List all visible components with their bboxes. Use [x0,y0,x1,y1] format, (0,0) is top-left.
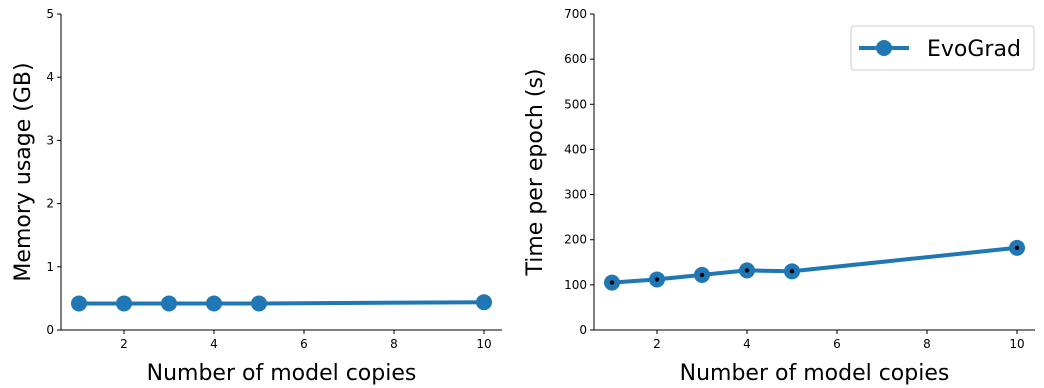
x-tick-label: 2 [653,337,661,351]
x-tick-label: 10 [1009,337,1024,351]
x-tick-label: 4 [743,337,751,351]
error-marker [744,268,750,273]
y-tick-label: 600 [564,52,587,66]
y-tick-label: 4 [46,70,54,84]
y-tick-label: 400 [564,142,587,156]
error-marker [1014,245,1020,251]
legend-label: EvoGrad [927,37,1021,62]
x-axis-label: Number of model copies [147,361,417,386]
y-tick-label: 3 [46,133,54,147]
x-tick-label: 6 [300,337,308,351]
error-marker [699,272,705,278]
x-tick-label: 10 [476,337,491,351]
error-marker [609,280,615,285]
x-axis-label: Number of model copies [680,361,950,386]
series-line [77,300,486,306]
y-tick-label: 0 [46,323,54,337]
x-tick-label: 4 [210,337,218,351]
y-axis-label: Time per epoch (s) [523,69,548,277]
x-tick-label: 8 [923,337,931,351]
error-marker [789,269,795,274]
y-tick-label: 500 [564,97,587,111]
x-tick-label: 8 [390,337,398,351]
data-point [116,295,132,312]
x-tick-label: 2 [120,337,128,351]
y-tick-label: 2 [46,197,54,211]
y-tick-label: 1 [46,260,54,274]
y-tick-label: 300 [564,188,587,202]
y-tick-label: 700 [564,7,587,21]
data-point [206,295,222,312]
data-point [476,294,492,311]
y-tick-label: 5 [46,7,54,21]
series-line [610,245,1019,285]
memory-usage-chart: 2 4 6 8 10 0 1 2 3 4 5 Number of model copies Memory… [11,7,502,386]
error-marker [654,277,660,282]
data-point [251,295,267,312]
legend-box [850,25,1035,71]
y-tick-label: 0 [579,323,587,337]
y-tick-label: 100 [564,278,587,292]
data-point [71,295,87,312]
y-axis-label: Memory usage (GB) [11,62,36,281]
legend-marker [876,40,892,56]
y-tick-label: 200 [564,233,587,247]
data-point [161,295,177,312]
x-tick-label: 6 [833,337,841,351]
